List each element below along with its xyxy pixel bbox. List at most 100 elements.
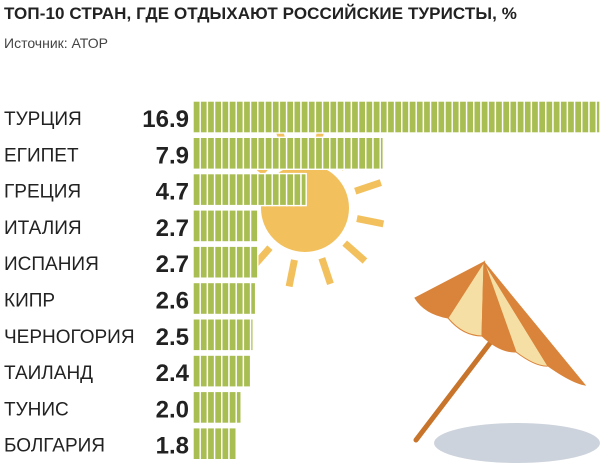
bar-segment [537,100,547,134]
bar-segment [221,354,230,388]
bar [192,245,259,279]
bar-segment [213,245,223,279]
bar-segment [235,172,245,207]
umbrella-panel [483,261,587,386]
bar-segment [271,100,281,134]
bar-segment [437,100,446,134]
bar-segment [249,136,259,171]
chart-source: Источник: АТОР [4,35,108,51]
bar-segment [271,136,281,171]
bar-segment [249,245,259,279]
bar-segment [228,136,237,171]
bar-segment [314,136,324,171]
bar-segment [228,427,237,461]
bar-segment [199,100,209,134]
bar-segment [199,427,209,461]
bar-segment [242,281,252,316]
category-label: ЕГИПЕТ [4,145,79,166]
bar-segment [235,281,245,316]
bar-segment [595,100,600,134]
bar-segment [206,245,216,279]
bar-segment [213,172,223,207]
bar-segment [199,209,209,243]
sun-ray [318,257,334,285]
sun-ray [356,215,385,228]
bar-segment [228,172,237,207]
bar-segment [206,100,216,134]
bar-segment [213,136,223,171]
bar-segment [213,354,223,388]
bar-segment [300,136,309,171]
bar-segment [329,136,338,171]
bar-segment [473,100,482,134]
sun-ray [285,259,298,288]
value-label: 2.0 [156,396,189,423]
bar-segment [228,390,237,425]
bar-segment [566,100,576,134]
value-label: 16.9 [142,106,189,133]
bar-segment [242,100,252,134]
umbrella-shadow [434,423,600,463]
bar-segment [264,172,273,207]
value-label: 4.7 [156,179,189,206]
bar-segment [293,172,302,207]
bar-segment [300,172,307,207]
bar-segment [228,318,237,352]
bar-segment [278,172,288,207]
bar-segment [206,281,216,316]
chart-title: ТОП-10 СТРАН, ГДЕ ОТДЫХАЮТ РОССИЙСКИЕ ТУ… [4,4,517,23]
bar-segment [213,318,223,352]
bar-segment [293,136,302,171]
bar-segment [271,172,281,207]
bar-segment [465,100,475,134]
bar-segment [257,136,266,171]
bar-segment [221,390,230,425]
bar-segment [206,136,216,171]
bar-segment [307,100,317,134]
umbrella-pole [413,327,503,443]
bar-segment [545,100,554,134]
bars-group [192,100,600,461]
bar-segment [221,100,230,134]
category-label: ЧЕРНОГОРИЯ [4,327,135,348]
beach-umbrella-icon [413,260,600,463]
category-label: ТУРЦИЯ [4,109,82,130]
bar-segment [192,390,201,425]
bar-segment [336,136,345,171]
category-label: ТУНИС [4,399,69,420]
bar-segment [278,136,288,171]
category-label: ИТАЛИЯ [4,218,82,239]
category-label: ИСПАНИЯ [4,254,99,275]
bar-segment [509,100,518,134]
bar-segment [336,100,345,134]
sun-ray [354,179,382,195]
category-label: ТАИЛАНД [4,363,93,384]
bar-segment [192,136,201,171]
bar-segment [264,100,273,134]
bar-segment [314,100,324,134]
bar-segment [285,100,295,134]
bar-segment [192,100,201,134]
bar-segment [213,427,223,461]
bar-segment [422,100,432,134]
bar-segment [199,136,209,171]
bar-segment [192,354,201,388]
bar-segment [379,136,384,171]
bar-segment [213,100,223,134]
bar-segment [221,318,230,352]
bar-segment [192,245,201,279]
bar-segment [235,354,245,388]
bar-segment [393,100,403,134]
bar-segment [494,100,504,134]
bar-segment [206,318,216,352]
sun-ray [342,240,368,264]
bar-segment [559,100,569,134]
bar-segment [365,100,374,134]
bar-segment [242,318,252,352]
bar [192,354,252,388]
bar-segment [350,136,360,171]
bar-segment [293,100,302,134]
bar-segment [264,136,273,171]
value-label: 7.9 [156,142,189,169]
